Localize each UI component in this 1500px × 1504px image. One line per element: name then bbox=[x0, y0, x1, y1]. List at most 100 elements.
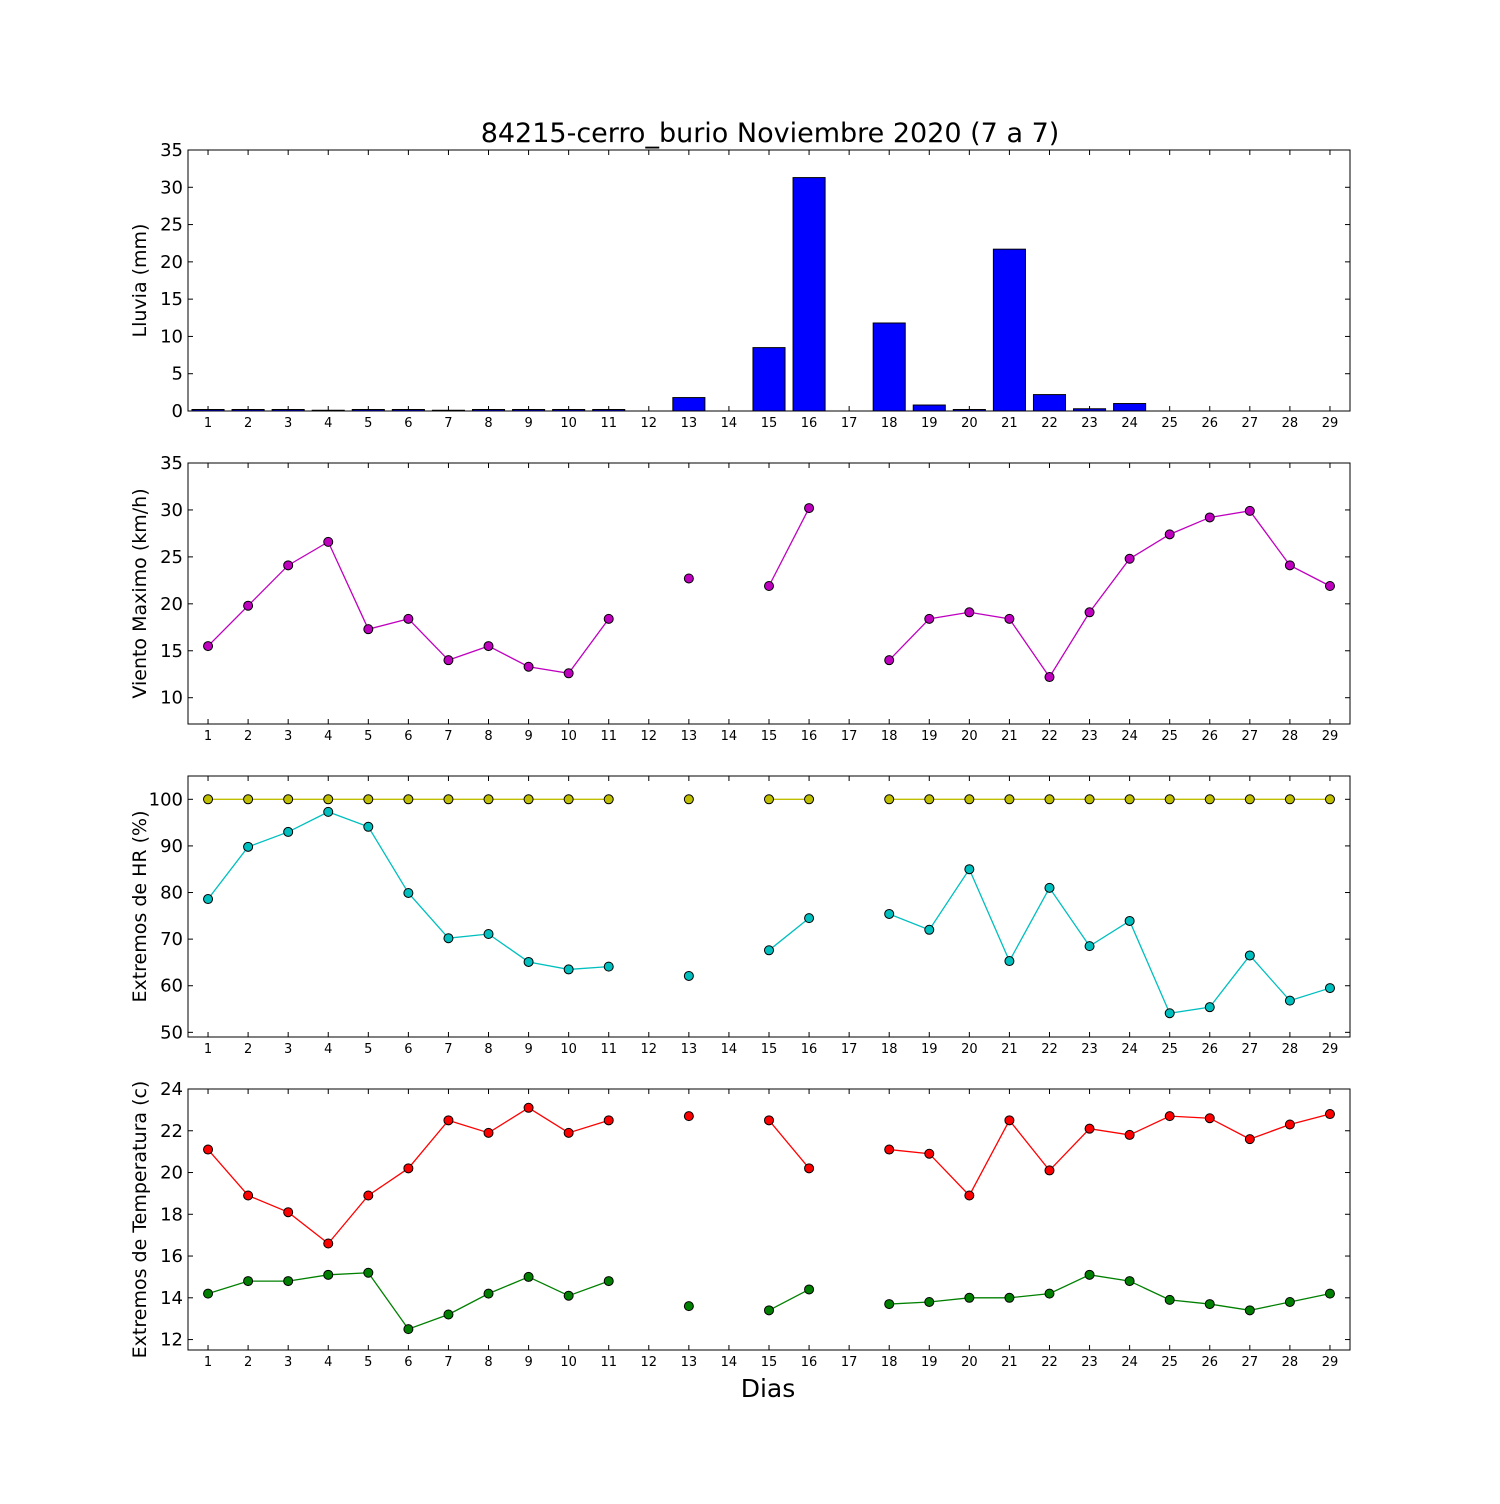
temp-max-point-day-24 bbox=[1124, 1129, 1135, 1140]
temp-max-point-day-18 bbox=[884, 1144, 895, 1155]
x-tick-label: 11 bbox=[600, 1042, 617, 1057]
x-tick-label: 26 bbox=[1201, 729, 1218, 744]
temp-max-point-day-15 bbox=[764, 1115, 774, 1126]
hr-max-point-day-11 bbox=[603, 794, 614, 805]
x-tick-label: 12 bbox=[641, 1042, 658, 1057]
hr-min-point-day-27 bbox=[1244, 950, 1255, 961]
temp-min-point-day-15 bbox=[764, 1305, 774, 1316]
x-tick-label: 22 bbox=[1041, 1355, 1058, 1370]
x-tick-label: 12 bbox=[641, 729, 658, 744]
x-tick-label: 4 bbox=[324, 1355, 332, 1370]
temp-max-point-day-6 bbox=[403, 1163, 414, 1174]
wind-point-day-28 bbox=[1284, 560, 1295, 571]
temp-max-point-day-19 bbox=[924, 1148, 935, 1159]
bar-day-4 bbox=[311, 409, 345, 412]
temp-min-point-day-16 bbox=[804, 1284, 815, 1295]
x-tick-label: 29 bbox=[1322, 416, 1339, 431]
temp-max-point-day-7 bbox=[443, 1115, 454, 1126]
x-tick-label: 24 bbox=[1121, 729, 1138, 744]
hr-max-point-day-27 bbox=[1244, 794, 1255, 805]
temp-max-point-day-29 bbox=[1324, 1109, 1335, 1120]
wind-point-day-25 bbox=[1164, 529, 1175, 540]
x-tick-label: 26 bbox=[1201, 1042, 1218, 1057]
hr-min-point-day-19 bbox=[924, 924, 935, 935]
y-tick-label: 50 bbox=[160, 1022, 183, 1043]
y-tick-label: 30 bbox=[160, 177, 183, 198]
hr-max-point-day-15 bbox=[764, 794, 774, 805]
hr-min-point-day-1 bbox=[203, 894, 214, 905]
hr-min-point-day-18 bbox=[884, 908, 895, 919]
bar-day-3 bbox=[271, 409, 305, 412]
wind-point-day-20 bbox=[964, 607, 975, 618]
hr-min-point-day-4 bbox=[323, 806, 334, 817]
x-tick-label: 16 bbox=[801, 1042, 818, 1057]
hr-min-point-day-29 bbox=[1324, 983, 1335, 994]
temp-min-point-day-7 bbox=[443, 1309, 454, 1320]
wind-point-day-4 bbox=[323, 536, 334, 547]
x-tick-label: 20 bbox=[961, 729, 978, 744]
hr-max-point-day-23 bbox=[1084, 794, 1095, 805]
y-axis-label: Viento Maximo (km/h) bbox=[129, 488, 151, 698]
x-tick-label: 19 bbox=[921, 416, 938, 431]
x-tick-label: 16 bbox=[801, 416, 818, 431]
x-tick-label: 9 bbox=[524, 1355, 532, 1370]
hr-min-point-day-15 bbox=[764, 945, 774, 956]
x-tick-label: 13 bbox=[681, 416, 698, 431]
hr-max-point-day-7 bbox=[443, 794, 454, 805]
x-tick-label: 8 bbox=[484, 416, 492, 431]
hr-min-point-day-3 bbox=[283, 826, 294, 837]
temp-max-point-day-25 bbox=[1164, 1111, 1175, 1122]
wind-point-day-7 bbox=[443, 655, 454, 666]
x-tick-label: 2 bbox=[244, 416, 252, 431]
wind-point-day-8 bbox=[483, 641, 494, 652]
x-tick-label: 21 bbox=[1001, 1355, 1018, 1370]
x-tick-label: 11 bbox=[600, 416, 617, 431]
temp-min-point-day-5 bbox=[363, 1267, 374, 1278]
chart-title: 84215-cerro_burio Noviembre 2020 (7 a 7) bbox=[481, 118, 1060, 149]
wind-point-day-27 bbox=[1244, 505, 1255, 516]
x-tick-label: 3 bbox=[284, 416, 292, 431]
x-tick-label: 28 bbox=[1282, 1355, 1299, 1370]
x-tick-label: 14 bbox=[721, 1355, 738, 1370]
y-axis-label: Extremos de HR (%) bbox=[129, 810, 151, 1002]
bar-day-8 bbox=[471, 409, 506, 412]
y-tick-label: 12 bbox=[160, 1330, 183, 1351]
hr-min-point-day-24 bbox=[1124, 915, 1135, 926]
x-tick-label: 1 bbox=[204, 1355, 212, 1370]
temp-max-point-day-4 bbox=[323, 1238, 334, 1249]
x-tick-label: 12 bbox=[641, 1355, 658, 1370]
x-tick-label: 24 bbox=[1121, 1355, 1138, 1370]
hr-min-point-day-25 bbox=[1164, 1008, 1175, 1019]
wind-point-day-24 bbox=[1124, 553, 1135, 564]
temp-min-point-day-11 bbox=[603, 1276, 614, 1287]
x-tick-label: 1 bbox=[204, 1042, 212, 1057]
temp-min-point-day-2 bbox=[243, 1276, 254, 1287]
x-tick-label: 15 bbox=[761, 1042, 778, 1057]
y-tick-label: 20 bbox=[160, 1163, 183, 1184]
x-tick-label: 7 bbox=[444, 729, 452, 744]
temp-max-line bbox=[889, 1113, 1331, 1197]
x-tick-label: 11 bbox=[600, 1355, 617, 1370]
hr-max-point-day-26 bbox=[1204, 794, 1215, 805]
y-tick-label: 35 bbox=[160, 140, 183, 161]
x-tick-label: 19 bbox=[921, 729, 938, 744]
x-tick-label: 13 bbox=[681, 729, 698, 744]
x-tick-label: 27 bbox=[1242, 729, 1259, 744]
x-tick-label: 24 bbox=[1121, 416, 1138, 431]
wind-point-day-3 bbox=[283, 560, 294, 571]
y-tick-label: 100 bbox=[149, 789, 183, 810]
temp-min-point-day-29 bbox=[1324, 1288, 1335, 1299]
temp-max-point-day-21 bbox=[1004, 1115, 1015, 1126]
wind-point-day-19 bbox=[924, 613, 935, 624]
x-tick-label: 25 bbox=[1161, 1355, 1178, 1370]
hr-max-point-day-8 bbox=[483, 794, 494, 805]
x-tick-label: 25 bbox=[1161, 729, 1178, 744]
x-tick-label: 4 bbox=[324, 416, 332, 431]
x-tick-label: 24 bbox=[1121, 1042, 1138, 1057]
x-tick-label: 14 bbox=[721, 729, 738, 744]
x-tick-label: 29 bbox=[1322, 1355, 1339, 1370]
temp-min-point-day-8 bbox=[483, 1288, 494, 1299]
wind-line bbox=[888, 510, 1331, 679]
